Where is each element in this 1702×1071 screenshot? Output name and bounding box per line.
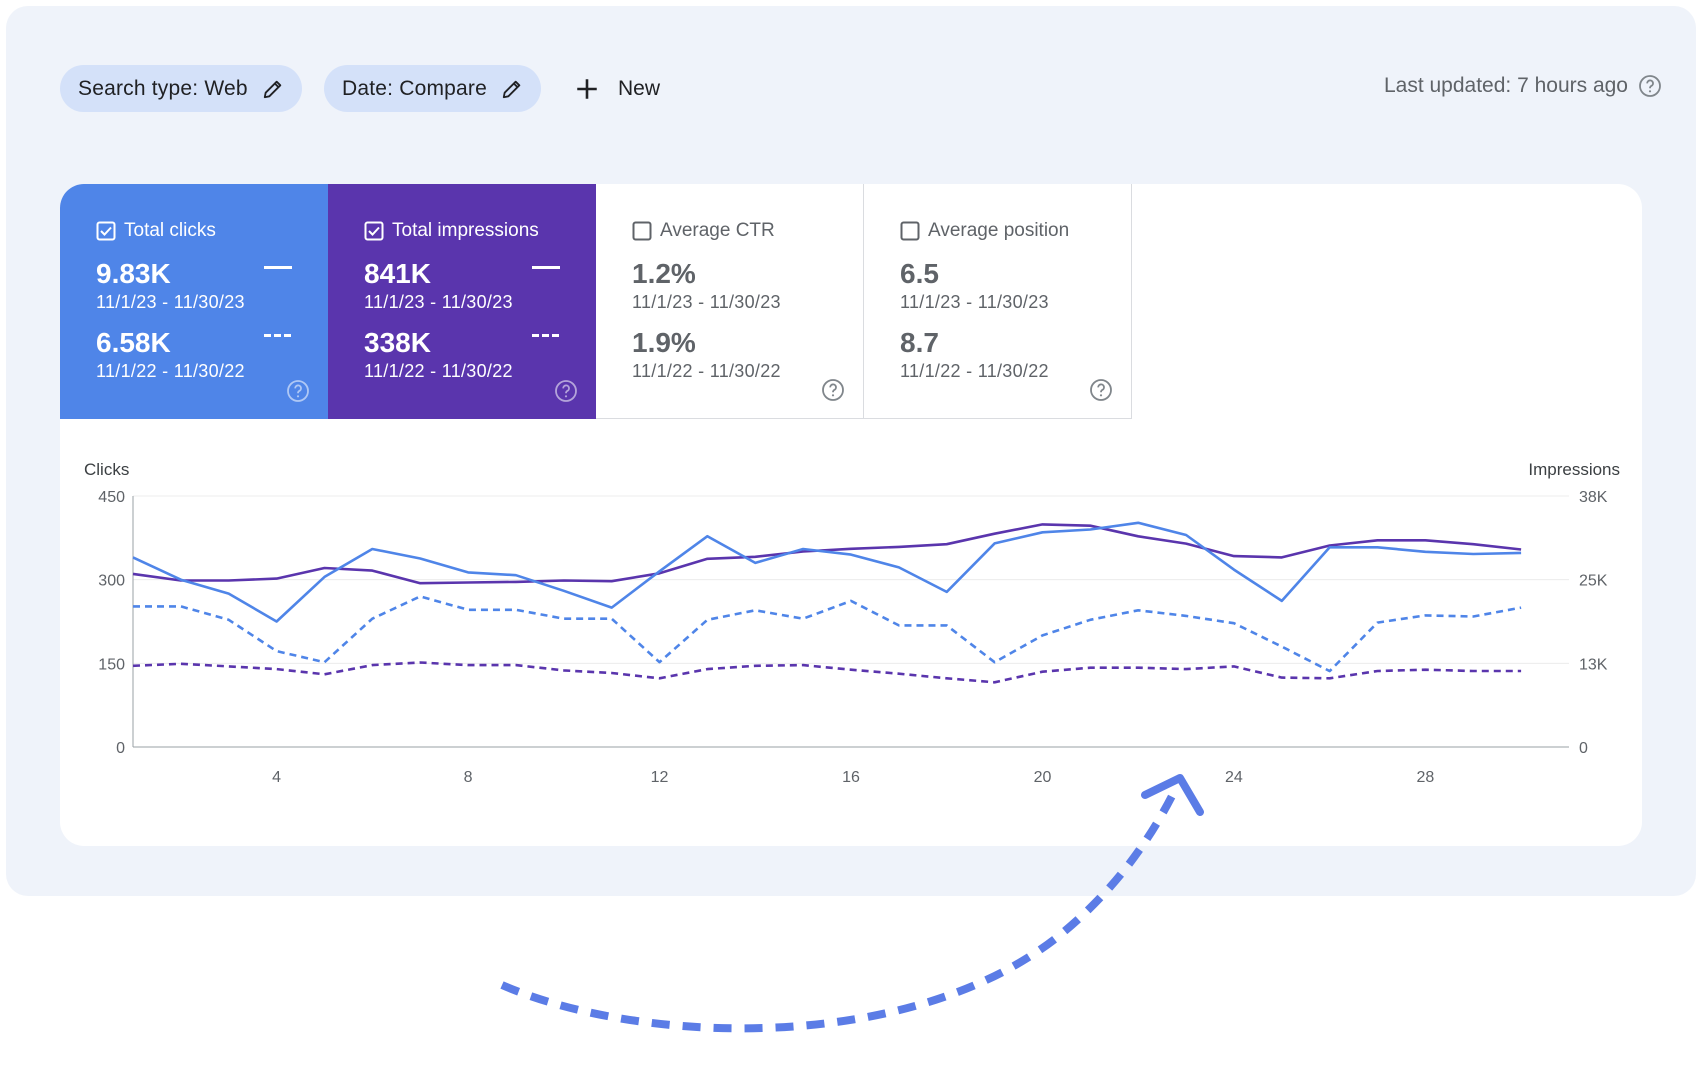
help-icon[interactable]: [554, 379, 578, 403]
help-icon[interactable]: [1089, 378, 1113, 402]
metric-previous-range: 11/1/22 - 11/30/22: [900, 361, 1049, 381]
metric-average-ctr[interactable]: Average CTR 1.2% 11/1/23 - 11/30/23 1.9%…: [596, 184, 864, 419]
x-tick-label: 16: [842, 769, 860, 786]
metric-previous-range: 11/1/22 - 11/30/22: [364, 361, 513, 381]
metric-previous-value: 6.58K: [96, 327, 171, 358]
metric-current-range: 11/1/23 - 11/30/23: [632, 292, 781, 312]
help-icon[interactable]: [286, 379, 310, 403]
metric-previous-range: 11/1/22 - 11/30/22: [632, 361, 781, 381]
new-filter-label: New: [618, 76, 661, 100]
performance-line-chart: Clicks Impressions 0 0 150 13K 300 25K 450 38K 4…: [84, 460, 1620, 786]
metric-total-impressions[interactable]: Total impressions 841K 11/1/23 - 11/30/2…: [328, 184, 596, 419]
y-left-tick-label: 0: [116, 740, 125, 757]
impressions-current-line: [132, 523, 1522, 585]
plus-icon: [577, 78, 597, 99]
metric-total-clicks[interactable]: Total clicks 9.83K 11/1/23 - 11/30/23 6.…: [60, 184, 328, 419]
y-right-tick-label: 0: [1579, 740, 1588, 757]
metric-current-value: 841K: [364, 258, 431, 289]
new-filter-button[interactable]: New: [574, 65, 660, 112]
metric-previous-value: 338K: [364, 327, 431, 358]
performance-card: Total clicks 9.83K 11/1/23 - 11/30/23 6.…: [60, 184, 1642, 846]
clicks-current-line: [132, 521, 1522, 623]
legend-solid-line-key: [264, 266, 292, 269]
impressions-previous-line: [132, 661, 1522, 684]
legend-dashed-line-key: [264, 334, 292, 337]
metric-average-position[interactable]: Average position 6.5 11/1/23 - 11/30/23 …: [864, 184, 1132, 419]
y-axis-right-label: Impressions: [1528, 460, 1620, 479]
metric-title: Average position: [928, 220, 1070, 241]
help-icon[interactable]: [821, 378, 845, 402]
pencil-icon: [263, 80, 281, 98]
last-updated-text: Last updated: 7 hours ago: [1383, 74, 1628, 97]
metric-current-range: 11/1/23 - 11/30/23: [96, 292, 245, 312]
date-filter-label: Date: Compare: [342, 76, 487, 100]
metric-title: Total impressions: [392, 220, 539, 241]
help-icon[interactable]: [1638, 74, 1662, 98]
x-tick-label: 12: [651, 769, 669, 786]
clicks-previous-line: [133, 595, 1522, 673]
checkbox-unchecked-icon[interactable]: [632, 221, 652, 241]
legend-dashed-line-key: [532, 334, 560, 337]
x-tick-label: 20: [1034, 769, 1052, 786]
x-tick-label: 4: [272, 769, 281, 786]
search-type-filter-chip[interactable]: Search type: Web: [60, 65, 302, 112]
date-filter-chip[interactable]: Date: Compare: [324, 65, 541, 112]
checkbox-checked-icon[interactable]: [364, 221, 384, 241]
x-tick-label: 8: [464, 769, 473, 786]
y-right-tick-label: 38K: [1579, 489, 1608, 506]
metric-current-range: 11/1/23 - 11/30/23: [364, 292, 513, 312]
last-updated: Last updated: 7 hours ago: [1384, 74, 1662, 98]
y-right-tick-label: 25K: [1579, 573, 1608, 590]
pencil-icon: [502, 80, 521, 98]
legend-solid-line-key: [532, 266, 560, 269]
y-axis-left-label: Clicks: [84, 460, 129, 479]
y-left-tick-label: 450: [98, 489, 125, 506]
metric-previous-range: 11/1/22 - 11/30/22: [96, 361, 245, 381]
x-tick-label: 24: [1225, 769, 1243, 786]
metric-title: Average CTR: [660, 220, 775, 241]
metric-current-value: 6.5: [900, 258, 939, 289]
y-left-tick-label: 150: [98, 656, 125, 673]
metric-current-range: 11/1/23 - 11/30/23: [900, 292, 1049, 312]
x-tick-label: 28: [1417, 769, 1435, 786]
search-type-label: Search type: Web: [78, 76, 248, 100]
checkbox-unchecked-icon[interactable]: [900, 221, 920, 241]
metric-current-value: 1.2%: [632, 258, 696, 289]
checkbox-checked-icon[interactable]: [96, 221, 116, 241]
metric-title: Total clicks: [124, 220, 216, 241]
y-left-tick-label: 300: [98, 573, 125, 590]
metric-previous-value: 1.9%: [632, 327, 696, 358]
metric-previous-value: 8.7: [900, 327, 939, 358]
y-right-tick-label: 13K: [1579, 656, 1608, 673]
metric-current-value: 9.83K: [96, 258, 171, 289]
